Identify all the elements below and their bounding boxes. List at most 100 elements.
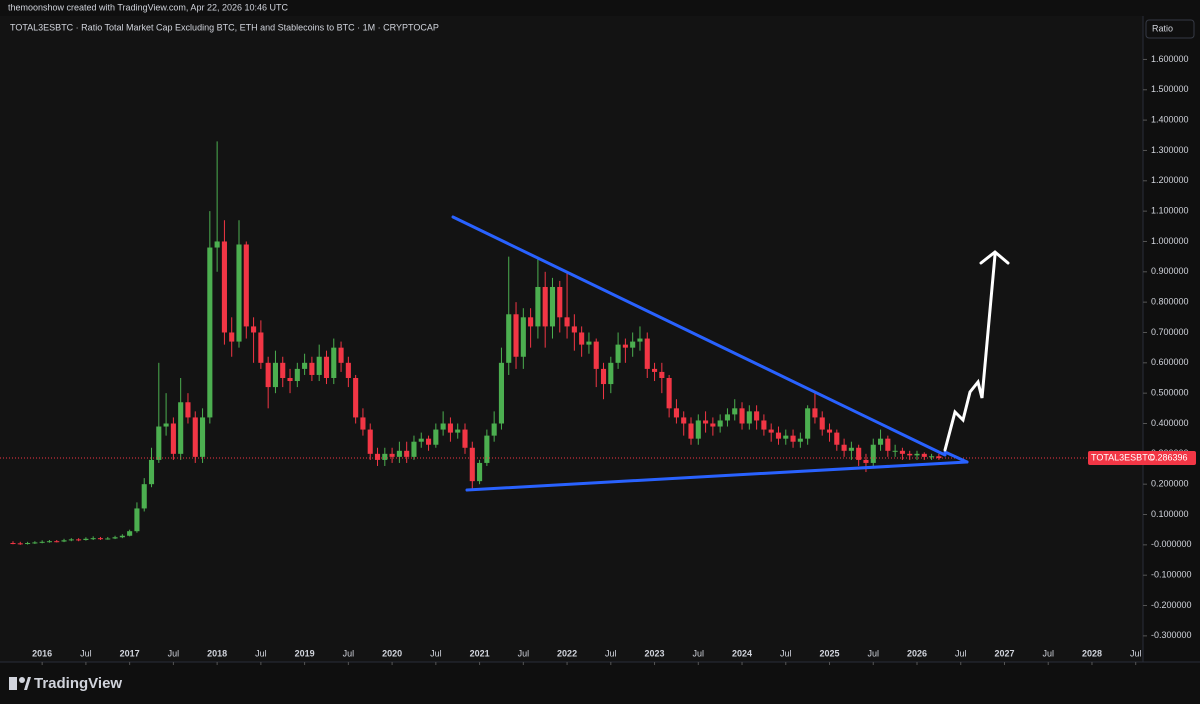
candle-body xyxy=(724,414,731,421)
y-tick-label: 1.400000 xyxy=(1151,114,1189,124)
candle-body xyxy=(170,423,176,454)
x-tick-label: 2027 xyxy=(994,648,1014,658)
candle-body xyxy=(418,438,424,442)
candle-body xyxy=(455,429,461,433)
candle-body xyxy=(353,377,359,418)
candle-body xyxy=(805,408,811,439)
candle-body xyxy=(214,241,220,248)
candle-body xyxy=(586,341,592,345)
candle-body xyxy=(90,538,96,540)
candle-body xyxy=(112,537,118,539)
candle-body xyxy=(644,338,650,369)
candle-body xyxy=(812,408,818,418)
candle-body xyxy=(433,429,439,445)
x-tick-label: 2023 xyxy=(645,648,665,658)
candle-body xyxy=(469,447,475,482)
x-tick-label: 2025 xyxy=(820,648,840,658)
candle-body xyxy=(83,538,89,540)
candle-body xyxy=(163,423,169,427)
x-tick-label: Jul xyxy=(80,648,92,658)
projection-arrow xyxy=(943,253,997,452)
x-tick-label: 2019 xyxy=(295,648,315,658)
y-tick-label: 1.600000 xyxy=(1151,54,1189,64)
y-tick-label: 1.200000 xyxy=(1151,175,1189,185)
candle-body xyxy=(564,317,570,327)
candle-body xyxy=(360,417,366,430)
plot-area xyxy=(0,16,1143,662)
x-tick-label: 2022 xyxy=(557,648,577,658)
candle-body xyxy=(666,377,672,409)
candle-body xyxy=(921,453,927,457)
y-tick-label: 0.700000 xyxy=(1151,327,1189,337)
candle-body xyxy=(404,450,410,457)
candle-body xyxy=(703,420,709,424)
last-price-symbol: TOTAL3ESBTC xyxy=(1091,452,1155,462)
x-tick-label: 2020 xyxy=(382,648,402,658)
candle-body xyxy=(265,362,271,388)
candle-body xyxy=(258,332,264,363)
candle-body xyxy=(382,453,388,460)
y-tick-label: -0.100000 xyxy=(1151,570,1192,580)
candle-body xyxy=(856,447,862,460)
candle-body xyxy=(746,411,752,424)
x-tick-label: 2018 xyxy=(207,648,227,658)
candle-body xyxy=(294,368,300,382)
candle-body xyxy=(462,429,468,448)
candle-body xyxy=(659,371,665,378)
candle-body xyxy=(761,420,767,430)
candle-body xyxy=(899,450,905,454)
candle-body xyxy=(907,453,913,456)
last-price-box xyxy=(1088,450,1196,465)
marks: 1.600000 1.500000 1.400000 1.300000 1.200000… xyxy=(0,54,1196,665)
x-tick-label: Jul xyxy=(168,648,180,658)
candle-body xyxy=(141,484,147,509)
candle-body xyxy=(389,453,395,457)
candle-body xyxy=(221,241,227,333)
x-tick-label: 2024 xyxy=(732,648,752,658)
candle-body xyxy=(192,417,198,457)
candle-body xyxy=(396,450,402,457)
candle-body xyxy=(345,362,351,378)
y-tick-label: 0.800000 xyxy=(1151,297,1189,307)
candle-body xyxy=(251,326,257,333)
candle-body xyxy=(127,531,133,536)
candle-body xyxy=(10,543,16,545)
candle-body xyxy=(535,286,541,327)
candle-body xyxy=(929,456,935,458)
brand-name: TradingView xyxy=(34,675,122,692)
candle-body xyxy=(156,426,162,460)
candle-body xyxy=(914,453,920,456)
last-price-value: 0.286396 xyxy=(1150,452,1188,462)
x-tick-label: 2016 xyxy=(32,648,52,658)
candle-body xyxy=(185,402,191,418)
candle-body xyxy=(32,542,38,544)
lower-trendline xyxy=(465,460,969,492)
candle-body xyxy=(848,447,854,451)
x-tick-label: Jul xyxy=(955,648,967,658)
candle-body xyxy=(440,423,446,430)
candle-body xyxy=(272,362,279,388)
candle-body xyxy=(571,326,577,333)
scale-button[interactable] xyxy=(1145,19,1195,39)
candle-body xyxy=(484,435,490,463)
candle-body xyxy=(134,508,140,532)
candle-body xyxy=(528,317,534,327)
x-tick-label: Jul xyxy=(255,648,267,658)
candle-body xyxy=(775,432,782,439)
candle-body xyxy=(819,417,825,430)
scale-button-label[interactable]: Ratio xyxy=(1152,23,1173,33)
y-tick-label: -0.300000 xyxy=(1151,630,1192,640)
candle-body xyxy=(593,341,599,369)
x-tick-label: Jul xyxy=(343,648,355,658)
candle-body xyxy=(513,314,519,357)
candle-body xyxy=(338,347,344,363)
candle-body xyxy=(61,540,67,542)
y-tick-label: 1.300000 xyxy=(1151,145,1189,155)
candle-body xyxy=(97,538,104,540)
candle-body xyxy=(199,417,206,457)
candle-body xyxy=(316,356,322,375)
candle-body xyxy=(841,444,847,451)
x-tick-label: Jul xyxy=(518,648,530,658)
candle-body xyxy=(229,332,235,342)
